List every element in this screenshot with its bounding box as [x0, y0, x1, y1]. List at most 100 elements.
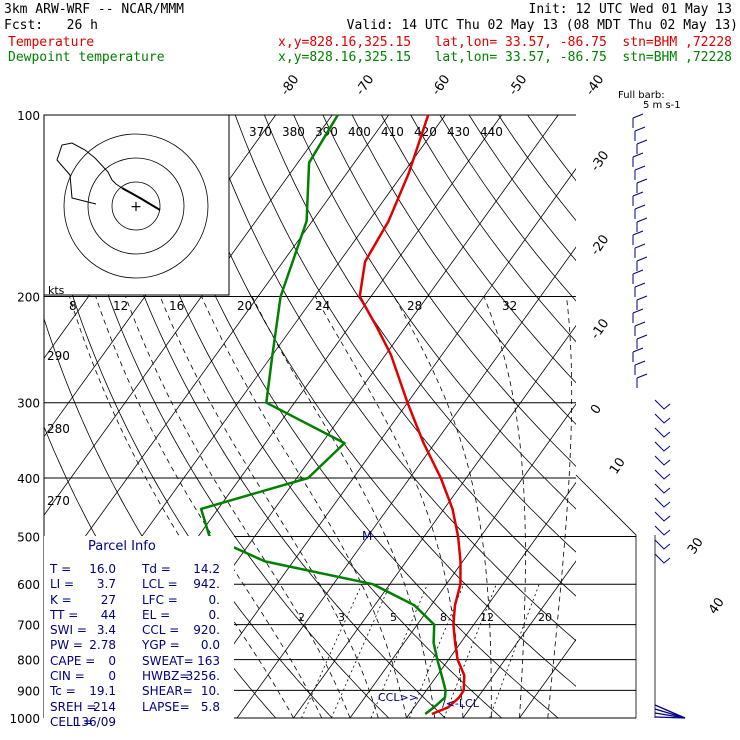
hodograph-trace [56, 142, 161, 211]
mixing-ratio-label-5: 5 [390, 611, 397, 624]
dry-adiabat-350 [264, 115, 576, 553]
wind-barb-flag [632, 113, 644, 119]
mixing-ratio-label-2: 2 [298, 611, 305, 624]
wind-barb [654, 399, 671, 410]
isotherm--70 [44, 115, 389, 595]
model-title: 3km ARW-WRF -- NCAR/MMM [4, 2, 185, 17]
moist-adiabat-15 [251, 296, 436, 718]
dewpoint-station-info: x,y=828.16,325.15 lat,lon= 33.57, -86.75… [278, 50, 732, 65]
parcel-info-label: LCL = [142, 577, 178, 592]
wind-barb [654, 427, 671, 438]
pressure-label-700: 700 [17, 619, 40, 633]
parcel-info-label: LFC = [142, 592, 178, 607]
dry-adiabat-label-270: 270 [47, 494, 70, 508]
parcel-info-label: CELL = [50, 714, 94, 729]
parcel-info-label: Tc = [50, 684, 76, 699]
parcel-info-value: 0 [108, 653, 116, 668]
wind-barb-flag [636, 217, 648, 223]
wind-speed-label-28: 28 [407, 299, 422, 313]
theta-label-430: 430 [447, 125, 470, 139]
mixing-ratio-5 [370, 584, 428, 718]
ccl-marker: CCL>> [378, 691, 418, 704]
parcel-info-title: Parcel Info [88, 539, 156, 554]
valid-time: Valid: 14 UTC Thu 02 May 13 (08 MDT Thu … [346, 18, 738, 33]
dry-adiabat-label-290: 290 [47, 349, 70, 363]
wind-barb-flag [636, 256, 648, 262]
isotherm--20 [236, 246, 576, 718]
dry-adiabat-340 [234, 115, 576, 597]
parcel-info-value: 0 [108, 669, 116, 684]
temperature-station-info: x,y=828.16,325.15 lat,lon= 33.57, -86.75… [278, 35, 732, 50]
parcel-info-value: 10. [200, 684, 220, 699]
parcel-info-value: 136/09 [73, 714, 116, 729]
parcel-info-label: PW = [50, 638, 83, 653]
pressure-label-200: 200 [17, 291, 40, 305]
parcel-info-row: CAPE = 0 SWEAT= 163 [50, 654, 234, 669]
wind-barb [654, 455, 671, 466]
parcel-info-row: Tc = 19.1 SHEAR= 10. [50, 684, 234, 699]
wind-barb-flag [632, 308, 644, 314]
isotherm-label--80: -80 [278, 72, 302, 98]
parcel-info-value: 0.0 [200, 638, 220, 653]
parcel-info-row: SWI = 3.4 CCL = 920. [50, 623, 234, 638]
wind-barb-flag [636, 295, 648, 301]
dry-adiabat-390 [381, 115, 576, 384]
isotherm-50 [633, 115, 740, 718]
mixing-ratio-3 [331, 584, 391, 718]
theta-label-420: 420 [414, 125, 437, 139]
dry-adiabat-400 [410, 115, 576, 343]
parcel-info-row: SREH = 214 LAPSE= 5.8 [50, 700, 234, 715]
parcel-info-value: 19.1 [89, 684, 116, 699]
hodograph-center: + [130, 199, 142, 215]
parcel-info-label: SREH = [50, 699, 97, 714]
isotherm--10 [293, 324, 576, 718]
isotherm-label-10: 10 [607, 455, 629, 477]
isotherm-label--20: -20 [588, 232, 612, 258]
hodograph-ring-2 [63, 133, 209, 279]
wind-barb-flag [632, 152, 644, 158]
pressure-label-900: 900 [17, 684, 40, 698]
isotherm-label--70: -70 [353, 72, 377, 98]
dry-adiabat-440 [527, 115, 576, 182]
parcel-info-label: CCL = [142, 623, 180, 638]
wind-barb [654, 483, 671, 494]
wind-barb-flag [634, 243, 646, 249]
parcel-info-label: CAPE = [50, 653, 96, 668]
mixing-ratio-label-12: 12 [480, 611, 494, 624]
wind-barb [654, 413, 671, 424]
mixing-ratio-label-3: 3 [338, 611, 345, 624]
parcel-info-row: T = 16.0 Td = 14.2 [50, 562, 234, 577]
init-time: Init: 12 UTC Wed 01 May 13 [528, 2, 733, 17]
dry-adiabat-370 [322, 115, 576, 467]
moist-adiabat-0 [125, 296, 351, 718]
wind-barb-flag [632, 347, 644, 353]
parcel-info-row: CELL = 136/09 [50, 715, 234, 730]
wind-speed-label-8: 8 [69, 299, 77, 313]
theta-label-370: 370 [249, 125, 272, 139]
parcel-info-label: LAPSE= [142, 699, 190, 714]
wind-barb-flag [636, 139, 648, 145]
wind-barb [654, 511, 671, 522]
dry-adiabat-360 [293, 115, 576, 510]
parcel-info-row: PW = 2.78 YGP = 0.0 [50, 638, 234, 653]
dry-adiabat-430 [498, 115, 576, 222]
barb-legend-line1: Full barb: [618, 90, 665, 101]
isotherm-label--10: -10 [588, 316, 612, 342]
wind-barb-low [654, 712, 686, 719]
parcel-info-value: 2.78 [89, 638, 116, 653]
isotherm-label--30: -30 [588, 148, 612, 174]
wind-barb-low [654, 708, 686, 719]
moist-adiabat-20 [315, 296, 464, 718]
isotherm--80 [44, 115, 333, 516]
moist-adiabat-10 [201, 296, 407, 718]
wind-barbs [632, 113, 686, 719]
pressure-label-600: 600 [17, 578, 40, 592]
parcel-info-value: 0. [208, 592, 220, 607]
isotherm-label--40: -40 [583, 72, 607, 98]
isotherm--30 [180, 168, 576, 718]
theta-label-400: 400 [348, 125, 371, 139]
theta-label-440: 440 [480, 125, 503, 139]
parcel-info-label: LI = [50, 577, 75, 592]
theta-label-380: 380 [282, 125, 305, 139]
isotherm-label-0: 0 [588, 402, 605, 417]
